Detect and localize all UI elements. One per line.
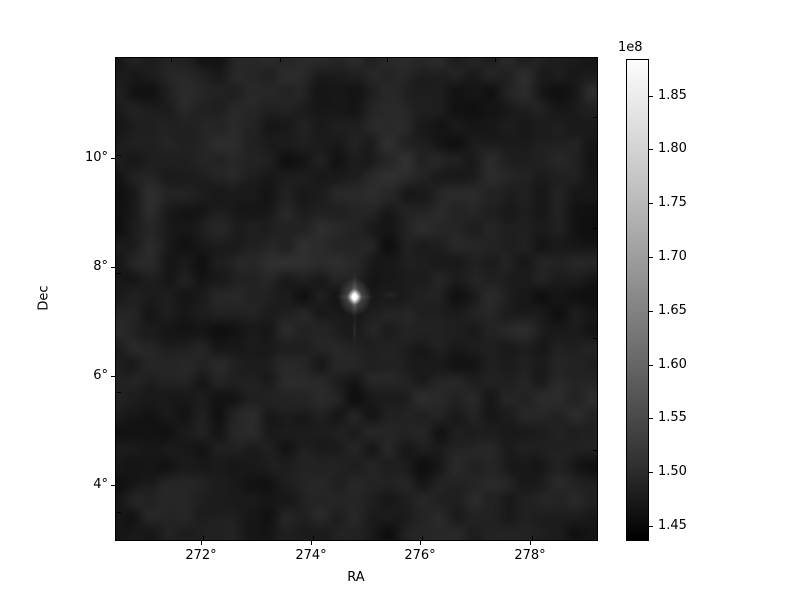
y-axis-title: Dec [36,285,52,311]
y-tick-mark-inner [117,273,121,274]
y-tick-mark [111,485,115,486]
x-tick-mark-inner [532,536,533,540]
x-tick-mark [420,541,421,545]
y-tick-mark-right [593,228,597,229]
x-tick-label: 276° [404,548,436,563]
y-tick-mark-right [593,117,597,118]
y-tick-mark [111,376,115,377]
x-tick-mark-top [495,58,496,62]
x-tick-label: 278° [514,548,546,563]
x-tick-mark-inner [203,536,204,540]
colorbar-tick-mark [649,257,653,258]
y-tick-mark [111,158,115,159]
y-tick-mark-inner [117,392,121,393]
colorbar-tick-label: 1.80 [658,141,687,156]
colorbar-tick-mark [649,418,653,419]
x-tick-mark-top [387,58,388,62]
colorbar-tick-label: 1.85 [658,88,687,103]
y-tick-label: 4° [93,477,108,492]
y-tick-mark-inner [117,512,121,513]
y-tick-mark [111,267,115,268]
colorbar [626,59,649,541]
colorbar-tick-label: 1.65 [658,303,687,318]
colorbar-tick-label: 1.45 [658,518,687,533]
x-tick-mark-top [280,58,281,62]
colorbar-offset-text: 1e8 [618,40,643,55]
heatmap-image [116,58,597,540]
plot-area [115,57,598,541]
colorbar-tick-label: 1.50 [658,464,687,479]
colorbar-tick-mark [649,311,653,312]
x-tick-mark-top [171,58,172,62]
colorbar-tick-label: 1.55 [658,410,687,425]
x-tick-mark-inner [313,536,314,540]
x-tick-mark-inner [422,536,423,540]
x-tick-mark [201,541,202,545]
y-tick-label: 8° [93,259,108,274]
colorbar-tick-mark [649,365,653,366]
y-tick-label: 6° [93,368,108,383]
colorbar-tick-label: 1.75 [658,195,687,210]
x-tick-mark [311,541,312,545]
x-tick-label: 272° [185,548,217,563]
y-tick-label: 10° [84,150,108,165]
colorbar-tick-label: 1.60 [658,357,687,372]
colorbar-tick-label: 1.70 [658,249,687,264]
x-axis-title: RA [347,570,365,585]
x-tick-label: 274° [295,548,327,563]
y-tick-mark-inner [117,155,121,156]
y-tick-mark-right [593,450,597,451]
colorbar-tick-mark [649,149,653,150]
colorbar-tick-mark [649,472,653,473]
colorbar-tick-mark [649,203,653,204]
y-tick-mark-right [593,338,597,339]
colorbar-tick-mark [649,526,653,527]
colorbar-tick-mark [649,96,653,97]
x-tick-mark [530,541,531,545]
